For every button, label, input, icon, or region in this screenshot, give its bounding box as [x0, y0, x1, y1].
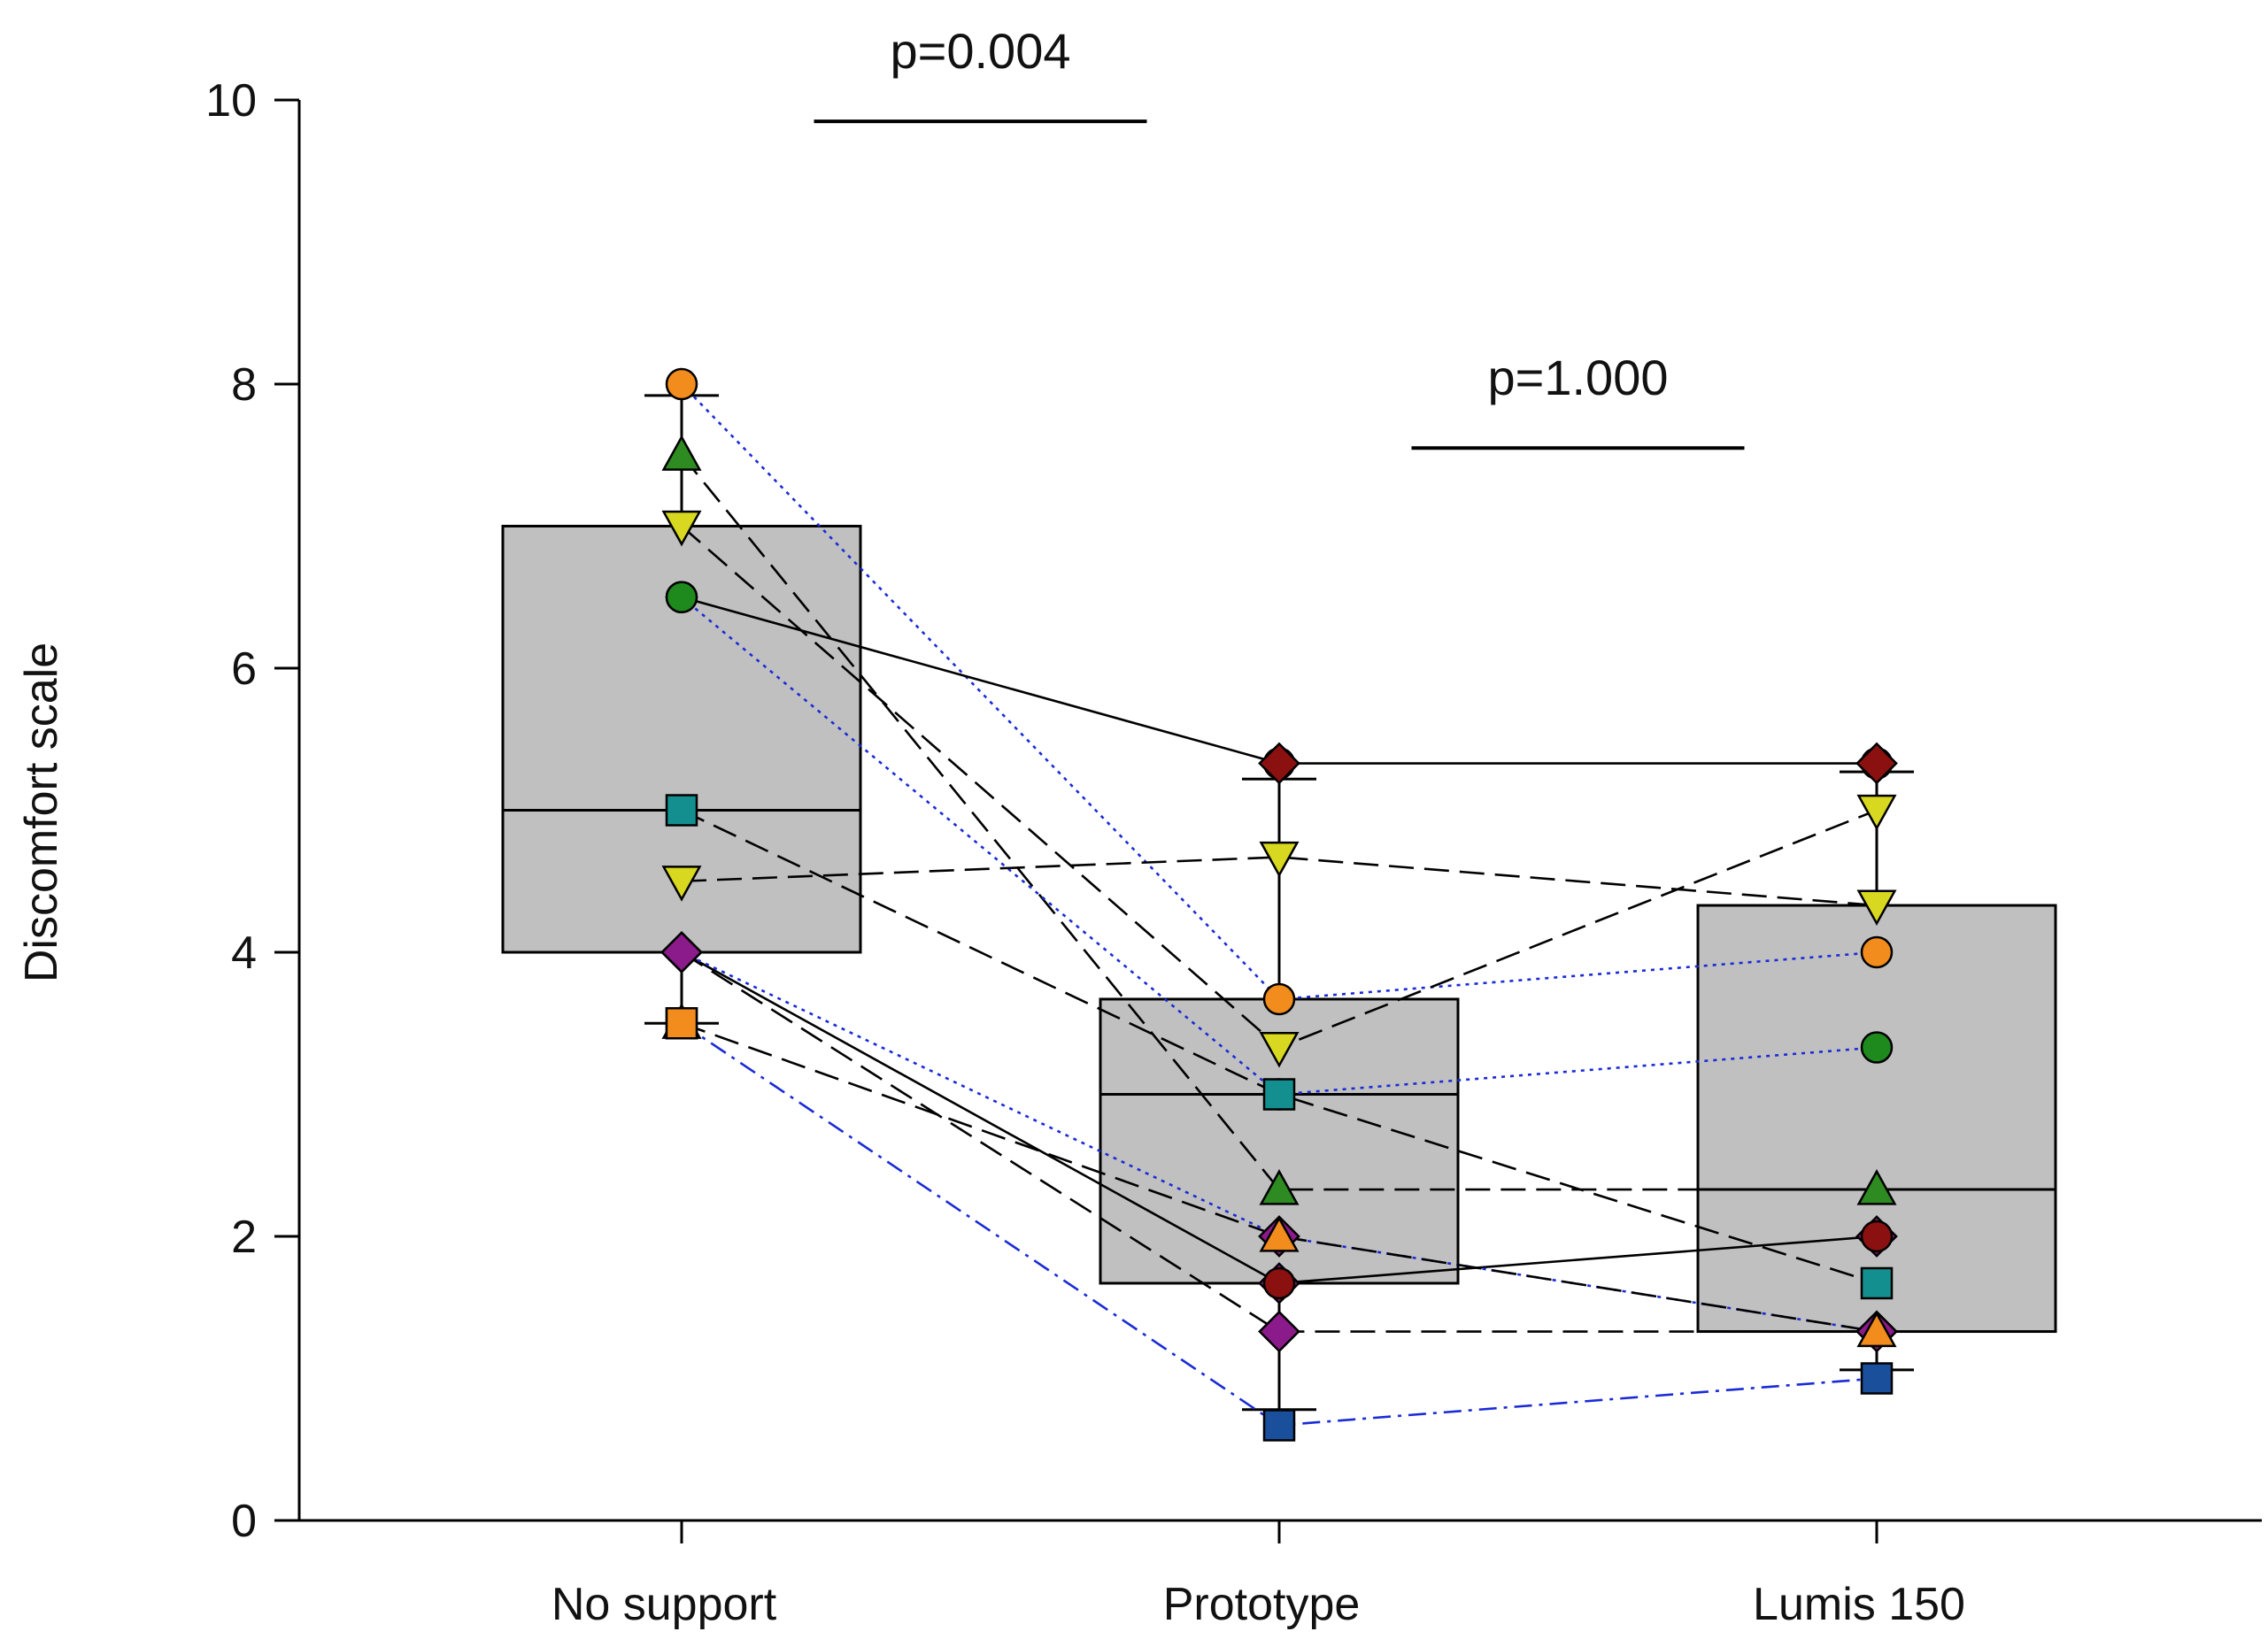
data-point-diamond [1855, 742, 1898, 785]
data-point-circle [1262, 1266, 1296, 1300]
data-point-triangle-up [661, 435, 702, 471]
y-tick-label: 0 [231, 1496, 257, 1547]
data-point-triangle-up [1259, 1216, 1300, 1252]
data-point-triangle-down [661, 510, 702, 547]
y-tick-label: 4 [231, 927, 257, 979]
data-point-circle [1860, 935, 1894, 969]
x-tick-label: No support [552, 1579, 777, 1630]
comparisons-layer: p=0.004 p=1.000 [814, 23, 1745, 450]
x-tick-label: Prototype [1163, 1579, 1361, 1630]
data-point-circle [1860, 1220, 1894, 1253]
data-point-circle [665, 581, 698, 613]
box-lumis-150 [1696, 904, 2057, 1334]
subject-line [681, 950, 1877, 1333]
boxes-layer [501, 394, 2057, 1412]
data-point-diamond [1258, 1310, 1300, 1353]
data-point-triangle-up [1856, 1169, 1897, 1205]
data-point-circle [665, 367, 698, 401]
subject-line [681, 596, 1878, 1096]
data-point-square [1860, 1362, 1894, 1395]
data-point-diamond [1258, 742, 1300, 785]
data-point-triangle-down [1259, 1031, 1300, 1068]
data-point-square [665, 794, 698, 827]
subject-line [681, 856, 1878, 907]
data-point-triangle-down [661, 866, 702, 902]
data-point-triangle-down [1856, 794, 1897, 831]
subject-line [681, 1022, 1878, 1333]
y-tick-label: 8 [231, 359, 257, 411]
axes-layer: 0 2 4 6 8 10 No support Prototype Lumis 150 [205, 75, 2262, 1630]
y-axis-title: Discomfort scale [16, 643, 67, 982]
data-point-diamond [660, 931, 703, 974]
subject-line [681, 383, 1878, 1001]
x-tick-label: Lumis 150 [1753, 1579, 1965, 1630]
data-point-square [1860, 1266, 1894, 1300]
data-point-triangle-down [1259, 841, 1300, 878]
p-value-label: p=1.000 [1488, 350, 1669, 405]
p-value-label: p=0.004 [891, 23, 1071, 79]
y-tick-label: 2 [231, 1212, 257, 1263]
data-point-square [1262, 1409, 1296, 1442]
y-tick-label: 10 [205, 75, 257, 127]
data-point-triangle-up [1259, 1169, 1300, 1205]
data-point-triangle-down [1856, 889, 1897, 927]
data-point-triangle-up [1856, 1311, 1897, 1348]
markers-layer [660, 367, 1898, 1442]
data-point-circle [1262, 982, 1296, 1016]
data-point-square [1262, 1078, 1296, 1111]
data-point-square [665, 1007, 698, 1040]
data-point-circle [1860, 1031, 1894, 1064]
y-tick-label: 6 [231, 643, 257, 695]
